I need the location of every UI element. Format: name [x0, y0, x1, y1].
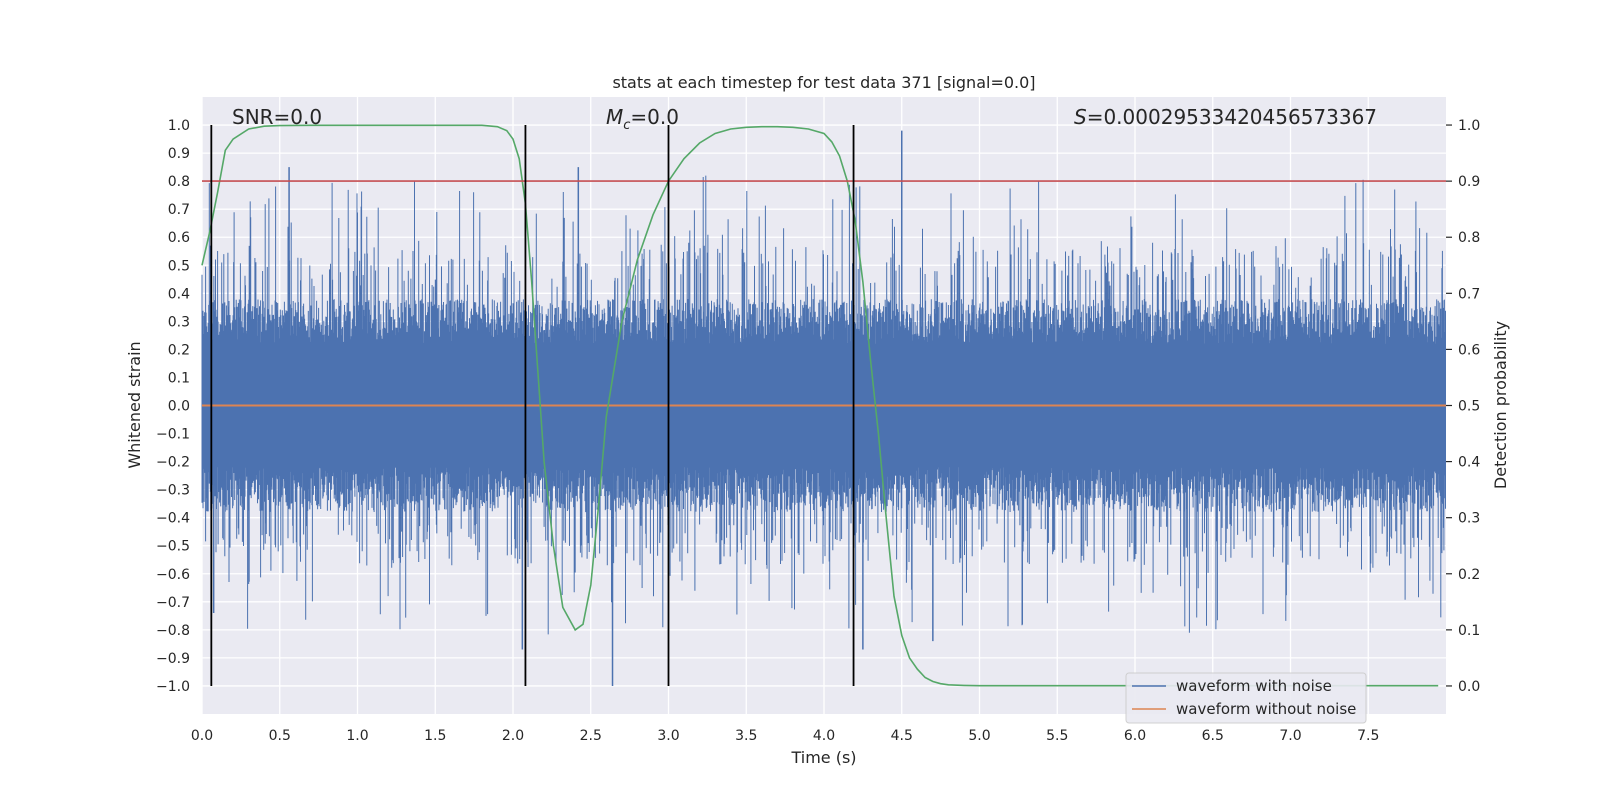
- x-tick-label: 3.5: [735, 728, 757, 744]
- x-tick-label: 1.0: [346, 728, 368, 744]
- legend-label-with-noise: waveform with noise: [1176, 677, 1332, 695]
- y-tick-label: −0.4: [156, 511, 190, 527]
- chart-title: stats at each timestep for test data 371…: [612, 73, 1035, 92]
- legend: waveform with noise waveform without noi…: [1125, 672, 1367, 724]
- y-tick-label: 0.9: [168, 146, 190, 162]
- x-tick-label: 5.5: [1046, 728, 1068, 744]
- legend-box: [1125, 672, 1367, 724]
- x-tick-label: 6.5: [1202, 728, 1224, 744]
- chirp-mass-subscript: c: [623, 118, 630, 133]
- legend-label-without-noise: waveform without noise: [1176, 700, 1356, 718]
- y2-tick-label: 0.0: [1458, 679, 1480, 695]
- y-tick-label: 0.5: [168, 258, 190, 274]
- x-axis-label: Time (s): [790, 748, 856, 767]
- y-tick-label: −0.1: [156, 427, 190, 443]
- y2-tick-label: 0.7: [1458, 286, 1480, 302]
- y2-tick-label: 0.8: [1458, 230, 1480, 246]
- y-tick-label: 0.2: [168, 342, 190, 358]
- y2-tick-label: 0.3: [1458, 511, 1480, 527]
- y-axis-label: Whitened strain: [125, 341, 144, 468]
- y-tick-label: −0.7: [156, 595, 190, 611]
- s-statistic-symbol: S: [1074, 105, 1087, 129]
- y2-tick-label: 0.1: [1458, 623, 1480, 639]
- axis-ticks: 0.0 0.5 1.0 1.5 2.0 2.5 3.0 3.5 4.0 4.5 5.0 5.5 6.0 6…: [156, 118, 1480, 744]
- y-tick-label: 0.3: [168, 314, 190, 330]
- s-statistic-value: =0.00029533420456573367: [1087, 105, 1377, 129]
- y-tick-label: −0.6: [156, 567, 190, 583]
- vertical-markers: [210, 125, 855, 686]
- y-tick-label: −0.9: [156, 651, 190, 667]
- chirp-mass-symbol: M: [606, 105, 623, 129]
- detection-probability-line: [201, 124, 1439, 687]
- y-tick-label: −1.0: [156, 679, 190, 695]
- x-tick-label: 2.5: [580, 728, 602, 744]
- y-tick-label: −0.2: [156, 455, 190, 471]
- y-tick-label: −0.3: [156, 483, 190, 499]
- chirp-mass-value: =0.0: [630, 105, 679, 129]
- noise-negative-excursions: [201, 405, 1446, 635]
- s-statistic-annotation: S=0.00029533420456573367: [1074, 105, 1377, 129]
- y-tick-label: 0.6: [168, 230, 190, 246]
- y-tick-label: 0.1: [168, 370, 190, 386]
- y-tick-label: 0.4: [168, 286, 190, 302]
- y-tick-label: 0.7: [168, 202, 190, 218]
- x-tick-label: 7.5: [1357, 728, 1379, 744]
- y-tick-label: 0.0: [168, 399, 190, 415]
- y2-tick-label: 0.5: [1458, 399, 1480, 415]
- y2-tick-label: 0.6: [1458, 342, 1480, 358]
- x-tick-label: 6.0: [1124, 728, 1146, 744]
- chirp-mass-annotation: Mc=0.0: [606, 105, 679, 133]
- y2-tick-label: 0.9: [1458, 174, 1480, 190]
- y2-tick-label: 0.2: [1458, 567, 1480, 583]
- x-tick-label: 4.0: [813, 728, 835, 744]
- snr-annotation: SNR=0.0: [232, 105, 322, 129]
- x-tick-label: 1.5: [424, 728, 446, 744]
- x-tick-label: 7.0: [1279, 728, 1301, 744]
- y2-tick-label: 1.0: [1458, 118, 1480, 134]
- x-tick-label: 4.5: [891, 728, 913, 744]
- y-tick-label: −0.5: [156, 539, 190, 555]
- y2-tick-label: 0.4: [1458, 455, 1480, 471]
- x-tick-label: 2.0: [502, 728, 524, 744]
- x-tick-label: 0.5: [269, 728, 291, 744]
- noise-positive-excursions: [201, 175, 1446, 406]
- x-tick-label: 5.0: [968, 728, 990, 744]
- y-tick-label: −0.8: [156, 623, 190, 639]
- y2-axis-label: Detection probability: [1491, 321, 1510, 489]
- y-tick-label: 1.0: [168, 118, 190, 134]
- line-series: [201, 124, 1446, 687]
- x-tick-label: 0.0: [191, 728, 213, 744]
- y-tick-label: 0.8: [168, 174, 190, 190]
- x-tick-label: 3.0: [657, 728, 679, 744]
